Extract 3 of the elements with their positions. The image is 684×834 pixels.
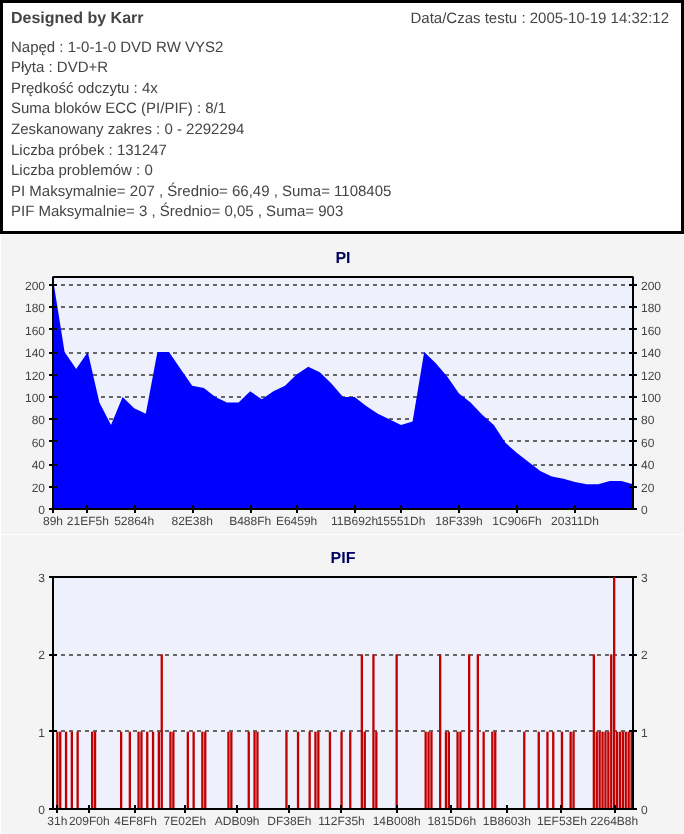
chart-title: PI	[335, 249, 351, 267]
text: Designed by Karr	[11, 9, 144, 27]
chart-title: PIF	[330, 549, 356, 567]
